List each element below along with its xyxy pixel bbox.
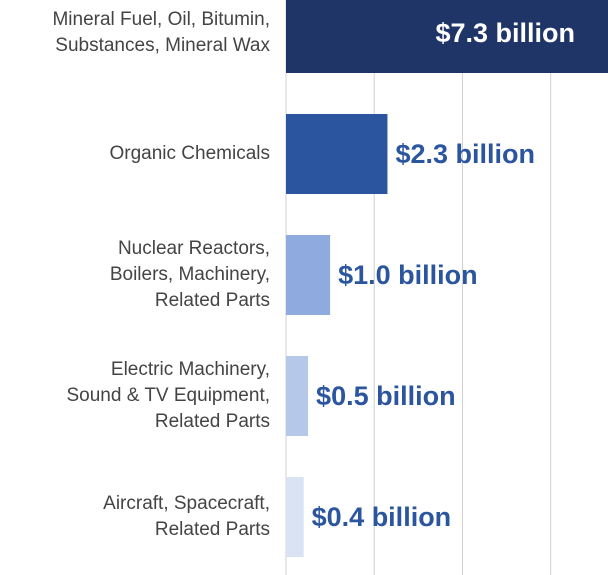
value-label: $7.3 billion xyxy=(435,18,575,48)
value-label: $0.5 billion xyxy=(316,381,456,411)
value-label: $2.3 billion xyxy=(395,139,535,169)
value-label: $0.4 billion xyxy=(312,502,452,532)
category-label: Organic Chemicals xyxy=(109,143,271,164)
category-label: Electric Machinery, Sound & TV Equipment… xyxy=(66,359,271,432)
bar xyxy=(286,235,331,315)
bar xyxy=(286,0,608,73)
bar xyxy=(286,477,304,557)
category-label: Aircraft, Spacecraft, Related Parts xyxy=(103,493,270,540)
category-label: Nuclear Reactors, Boilers, Machinery, Re… xyxy=(109,238,270,311)
value-label: $1.0 billion xyxy=(338,260,478,290)
bar xyxy=(286,114,388,194)
bar xyxy=(286,356,309,436)
category-label: Mineral Fuel, Oil, Bitumin, Substances, … xyxy=(52,9,270,56)
